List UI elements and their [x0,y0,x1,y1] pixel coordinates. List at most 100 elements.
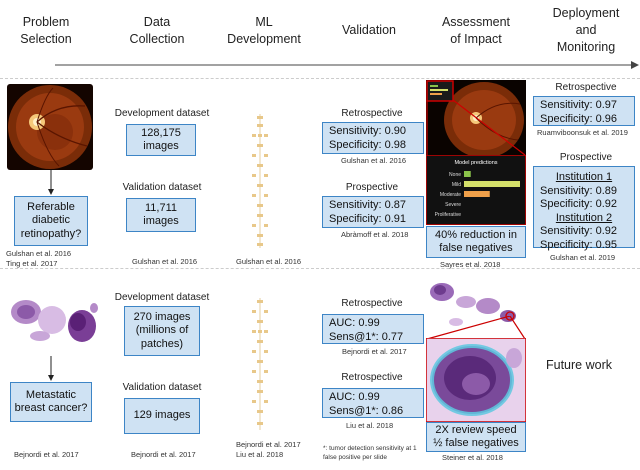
header-line: Monitoring [556,40,616,54]
val-dataset-box: 129 images [124,398,200,434]
timeline-arrow [55,61,639,69]
validation-retro-box: AUC: 0.99 Sens@1*: 0.86 [322,388,424,418]
metric-text: AUC: 0.99 [329,317,380,329]
footnote-line: *: tumor detection sensitivity at 1 [323,445,417,452]
citation-line: Liu et al. 2018 [236,450,284,459]
citation: Ruamviboonsuk et al. 2019 [537,128,628,137]
citation: Bejnordi et al. 2017 [14,450,79,459]
metric-text: Sens@1*: 0.77 [329,330,404,343]
metric-text: Specificity: 0.96 [540,112,618,125]
problem-arrow [48,170,54,195]
chart-category-label: Mild [452,182,461,188]
impact-pathology-zoom [426,338,526,422]
validation-pro-box: Sensitivity: 0.87 Specificity: 0.91 [322,196,424,228]
impact-result-box: 2X review speed ½ false negatives [426,422,526,452]
result-text: 2X review speed [435,423,517,436]
header-deployment-monitoring: Deployment and Monitoring [534,5,638,56]
metric-text: Sensitivity: 0.89 [540,184,618,197]
deploy-pro-label: Prospective [559,152,613,163]
chart-bar [464,191,490,197]
header-line: Development [227,32,301,46]
fundus-image [7,84,93,170]
future-work-label: Future work [546,358,612,372]
citation: Liu et al. 2018 [346,421,394,430]
row-separator-middle [0,268,640,269]
deploy-retro-box: Sensitivity: 0.97 Specificity: 0.96 [533,96,635,126]
dataset-text: 270 images [133,310,191,323]
validation-retro-label: Retrospective [341,298,403,309]
deploy-pro-box: Institution 1 Sensitivity: 0.89 Specific… [533,166,635,251]
validation-retro-box: Sensitivity: 0.90 Specificity: 0.98 [322,122,424,154]
zoom-connector [426,316,526,340]
dev-dataset-box: 270 images (millions of patches) [124,306,200,356]
problem-text: breast cancer? [14,402,88,414]
dataset-text: images [143,140,179,152]
citation: Gulshan et al. 2016 Ting et al. 2017 [6,249,71,269]
impact-pathology-overview [426,272,526,334]
problem-text: retinopathy? [20,227,82,240]
impact-result-box: 40% reduction in false negatives [426,226,526,258]
validation-retro-box: AUC: 0.99 Sens@1*: 0.77 [322,314,424,344]
metric-text: Specificity: 0.92 [540,198,618,210]
citation: Steiner et al. 2018 [442,453,503,462]
footnote: *: tumor detection sensitivity at 1 fals… [323,444,417,462]
header-assessment-of-impact: Assessment of Impact [424,14,528,48]
header-problem-selection: Problem Selection [0,14,92,48]
metric-text: Sensitivity: 0.87 [329,199,407,211]
dataset-text: images [143,215,179,227]
metric-text: Sensitivity: 0.92 [540,225,618,237]
dataset-text: patches) [140,337,184,350]
dev-dataset-label: Development dataset [114,108,210,119]
header-data-collection: Data Collection [112,14,202,48]
result-text: false negatives [439,242,513,254]
citation: Bejnordi et al. 2017 Liu et al. 2018 [236,440,301,460]
metric-text: Sensitivity: 0.90 [329,125,407,137]
chart-category-label: Proliferative [435,212,462,218]
validation-retro-label: Retrospective [341,108,403,119]
citation: Abràmoff et al. 2018 [341,230,409,239]
deploy-retro-label: Retrospective [555,82,617,93]
citation: Gulshan et al. 2019 [550,253,616,262]
problem-box-diabetic-retinopathy: Referable diabetic retinopathy? [14,196,88,246]
header-line: Problem [22,15,70,29]
model-predictions-chart: Model predictions None Mild Moderate Severe… [426,155,526,225]
header-line: Assessment [441,15,511,29]
header-validation: Validation [326,22,412,39]
result-text: 40% reduction in [435,228,517,241]
metric-text: Sens@1*: 0.86 [329,404,404,417]
metric-text: Specificity: 0.98 [329,138,407,151]
metric-text: Specificity: 0.91 [329,212,407,225]
metric-text: AUC: 0.99 [329,391,380,403]
citation: Sayres et al. 2018 [440,260,501,269]
citation: Gulshan et al. 2016 [132,257,198,266]
chart-title: Model predictions [454,160,497,166]
zoom-connector [426,100,526,156]
header-line: and [575,23,597,37]
dev-dataset-label: Development dataset [114,292,210,303]
val-dataset-label: Validation dataset [122,382,202,393]
chart-bar [464,171,471,177]
footnote-line: false positive per slide [323,454,387,461]
metric-text: Sensitivity: 0.97 [540,99,618,111]
problem-text: Referable [27,200,75,213]
validation-retro-label: Retrospective [341,372,403,383]
problem-box-breast-cancer: Metastatic breast cancer? [10,382,92,422]
citation: Gulshan et al. 2016 [236,257,302,266]
header-line: Collection [129,32,185,46]
header-line: of Impact [450,32,502,46]
chart-category-label: Severe [445,202,461,208]
header-line: Data [143,15,171,29]
chart-bar [464,181,520,187]
dataset-text: 129 images [133,409,191,422]
result-text: ½ false negatives [433,437,519,449]
citation-line: Bejnordi et al. 2017 [236,440,301,449]
institution-title: Institution 1 [555,171,613,183]
dataset-text: 128,175 [141,126,181,139]
citation: Gulshan et al. 2016 [341,156,407,165]
header-ml-development: ML Development [218,14,310,48]
problem-arrow [48,356,54,381]
citation: Bejnordi et al. 2017 [342,347,407,356]
dev-dataset-box: 128,175 images [126,124,196,156]
pathology-slide-image [4,290,102,350]
chart-category-label: Moderate [440,192,461,198]
